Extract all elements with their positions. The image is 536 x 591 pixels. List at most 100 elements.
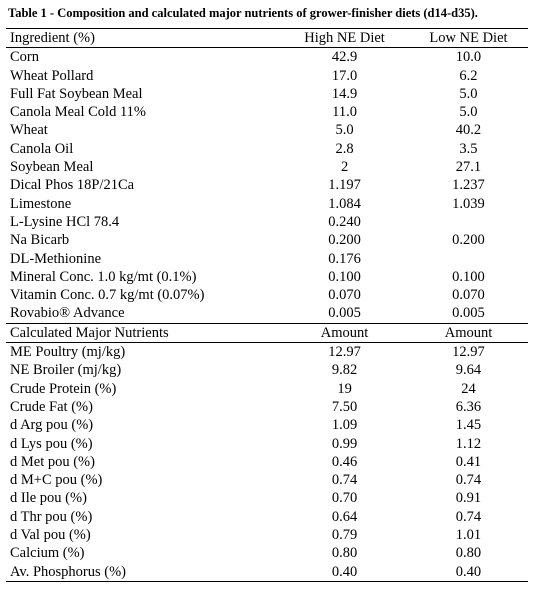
ingredient-low-ne-cell: 1.237 [452,177,485,194]
ingredient-high-ne-cell: 0.240 [328,213,361,230]
nutrient-low-ne-cell: 1.01 [455,527,482,544]
nutrient-name-cell: d Thr pou (%) [10,508,93,525]
nutrient-high-ne-cell: 19 [337,380,352,397]
nutrient-low-ne-cell: 12.97 [452,344,485,361]
ingredient-name-cell: Corn [10,49,39,66]
table-caption: Table 1 - Composition and calculated maj… [8,6,478,20]
ingredient-name-cell: Canola Oil [10,140,74,157]
high-ne-amount-header: Amount [280,322,409,344]
low-ne-column-header: Low NE Diet [408,27,528,49]
nutrient-high-ne-cell: 9.82 [331,362,358,379]
ingredient-low-ne-cell: 10.0 [455,49,482,66]
ingredient-high-ne-cell: 11.0 [332,104,357,121]
ingredient-high-ne-cell: 2.8 [335,140,354,157]
nutrient-high-ne-cell: 1.09 [331,417,358,434]
ingredient-row: Dical Phos 18P/21Ca 1.197 1.237 [6,176,528,194]
ingredient-low-ne-cell: 0.005 [452,305,485,322]
nutrient-high-ne-cell: 0.46 [331,453,358,470]
ingredient-high-ne-cell: 17.0 [331,67,358,84]
ingredient-row: Canola Meal Cold 11% 11.0 5.0 [6,103,528,121]
nutrient-name-cell: d Arg pou (%) [10,417,94,434]
ingredient-low-ne-cell: 0.100 [452,268,485,285]
ingredient-name-cell: Canola Meal Cold 11% [10,104,146,121]
nutrient-name-cell: d Val pou (%) [10,527,91,544]
ingredient-row: Canola Oil 2.8 3.5 [6,140,528,158]
nutrient-low-ne-cell: 0.80 [455,545,482,562]
nutrient-name-cell: d M+C pou (%) [10,472,103,489]
ingredient-high-ne-cell: 0.176 [328,250,361,267]
nutrient-low-ne-cell: 9.64 [455,362,482,379]
nutrient-name-cell: Crude Fat (%) [10,398,93,415]
ingredient-row: Rovabio® Advance 0.005 0.005 [6,304,528,323]
nutrient-name-cell: Calcium (%) [10,545,85,562]
ingredient-high-ne-cell: 0.100 [328,268,361,285]
ingredient-high-ne-cell: 5.0 [335,122,354,139]
ingredient-high-ne-cell: 0.200 [328,232,361,249]
nutrient-high-ne-cell: 0.70 [331,490,358,507]
nutrients-section-header: Calculated Major Nutrients [6,322,281,344]
ingredient-low-ne-cell [409,250,528,268]
nutrient-row: Crude Protein (%) 19 24 [6,380,528,398]
nutrient-name-cell: d Met pou (%) [10,453,95,470]
nutrient-high-ne-cell: 0.80 [331,545,358,562]
nutrient-row: d Thr pou (%) 0.64 0.74 [6,508,528,526]
ingredient-high-ne-cell: 1.084 [328,195,361,212]
nutrient-name-cell: d Ile pou (%) [10,490,87,507]
ingredient-low-ne-cell: 0.200 [452,232,485,249]
ingredient-name-cell: Wheat [10,122,48,139]
ingredient-row: Mineral Conc. 1.0 kg/mt (0.1%) 0.100 0.100 [6,268,528,286]
ingredient-name-cell: L-Lysine HCl 78.4 [10,213,120,230]
nutrient-low-ne-cell: 1.12 [455,435,482,452]
nutrient-row: NE Broiler (mj/kg) 9.82 9.64 [6,361,528,379]
nutrient-row: d Val pou (%) 0.79 1.01 [6,526,528,544]
nutrient-high-ne-cell: 0.74 [331,472,358,489]
nutrient-row: d M+C pou (%) 0.74 0.74 [6,471,528,489]
nutrient-high-ne-cell: 7.50 [331,398,358,415]
ingredient-high-ne-cell: 2 [340,159,349,176]
ingredient-row: L-Lysine HCl 78.4 0.240 [6,213,528,231]
nutrient-low-ne-cell: 1.45 [455,417,482,434]
ingredient-high-ne-cell: 0.070 [328,287,361,304]
nutrient-name-cell: ME Poultry (mj/kg) [10,344,126,361]
ingredient-row: DL-Methionine 0.176 [6,250,528,268]
nutrient-low-ne-cell: 0.91 [455,490,482,507]
ingredient-low-ne-cell: 6.2 [459,67,478,84]
ingredient-column-header: Ingredient (%) [6,27,281,49]
ingredient-high-ne-cell: 42.9 [331,49,358,66]
ingredient-name-cell: Na Bicarb [10,232,70,249]
nutrient-row: Av. Phosphorus (%) 0.40 0.40 [6,562,528,582]
nutrient-row: d Lys pou (%) 0.99 1.12 [6,435,528,453]
nutrient-low-ne-cell: 0.40 [408,562,528,582]
ingredient-row: Limestone 1.084 1.039 [6,195,528,213]
ingredient-low-ne-cell [409,213,528,231]
ingredient-low-ne-cell: 5.0 [459,85,478,102]
ingredient-high-ne-cell: 14.9 [331,85,358,102]
ingredient-name-cell: Vitamin Conc. 0.7 kg/mt (0.07%) [10,287,205,304]
nutrient-high-ne-cell: 0.64 [331,508,358,525]
ingredient-row: Wheat Pollard 17.0 6.2 [6,67,528,85]
nutrient-high-ne-cell: 0.99 [331,435,358,452]
nutrient-low-ne-cell: 0.74 [455,508,482,525]
ingredient-row: Soybean Meal 2 27.1 [6,158,528,176]
ingredient-low-ne-cell: 27.1 [455,159,482,176]
nutrient-low-ne-cell: 0.74 [455,472,482,489]
nutrient-row: d Ile pou (%) 0.70 0.91 [6,489,528,507]
nutrient-low-ne-cell: 6.36 [455,398,482,415]
high-ne-column-header: High NE Diet [280,27,409,49]
ingredient-row: Full Fat Soybean Meal 14.9 5.0 [6,85,528,103]
nutrient-row: d Arg pou (%) 1.09 1.45 [6,416,528,434]
ingredient-low-ne-cell: 0.070 [452,287,485,304]
table-body: Ingredient (%) High NE Diet Low NE Diet … [6,27,528,582]
ingredient-header-row: Ingredient (%) High NE Diet Low NE Diet [6,27,528,49]
nutrient-high-ne-cell: 12.97 [328,344,361,361]
ingredient-low-ne-cell: 3.5 [459,140,478,157]
ingredient-high-ne-cell: 0.005 [328,305,361,322]
ingredient-row: Vitamin Conc. 0.7 kg/mt (0.07%) 0.070 0.07… [6,286,528,304]
ingredient-name-cell: Wheat Pollard [10,67,94,84]
ingredient-row: Na Bicarb 0.200 0.200 [6,231,528,249]
nutrient-name-cell: Av. Phosphorus (%) [6,562,281,582]
nutrient-name-cell: d Lys pou (%) [10,435,93,452]
low-ne-amount-header: Amount [408,322,528,344]
ingredient-row: Wheat 5.0 40.2 [6,121,528,139]
ingredient-name-cell: Full Fat Soybean Meal [10,85,143,102]
